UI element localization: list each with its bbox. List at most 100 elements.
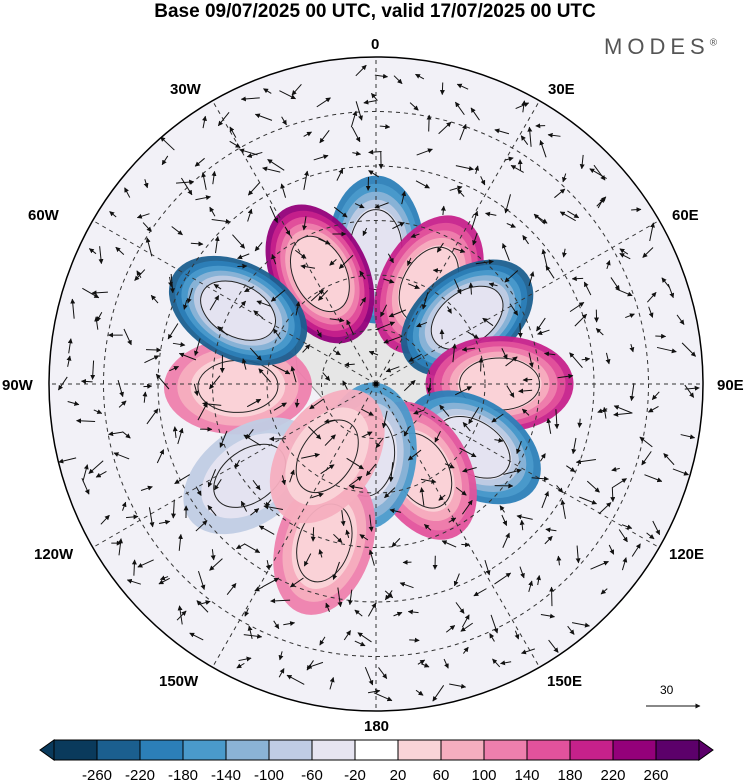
meridian-line [92, 220, 377, 385]
wind-vector [517, 323, 523, 338]
wind-vector [407, 283, 420, 289]
wind-vector [415, 689, 424, 696]
wind-vector [241, 358, 247, 370]
wind-vector [219, 430, 228, 448]
wind-vector [420, 478, 437, 484]
wind-vector [247, 208, 253, 222]
wind-vector [359, 534, 369, 541]
wind-vector [467, 331, 480, 339]
wind-vector [619, 248, 629, 255]
wind-vector [364, 667, 374, 686]
wind-vector [310, 527, 316, 542]
wind-vector [262, 577, 280, 588]
colorbar-swatch [440, 739, 485, 761]
wind-vector [146, 408, 159, 425]
wind-vector [254, 586, 263, 592]
wind-vector [454, 386, 473, 396]
wind-vector [449, 185, 463, 191]
wind-vector [351, 126, 361, 143]
wind-vector [109, 211, 117, 218]
wind-vector [295, 301, 301, 316]
wind-vector [250, 508, 260, 516]
wind-vector [453, 573, 460, 587]
wind-vector [143, 179, 149, 189]
colorbar-tick-label: -180 [168, 767, 198, 783]
wind-vector [93, 409, 103, 414]
wind-vector [522, 234, 529, 245]
wind-vector [169, 365, 179, 372]
wind-vector [641, 451, 652, 466]
wind-vector [407, 609, 419, 615]
wind-vector [491, 413, 504, 423]
wind-vector [210, 549, 216, 561]
wind-vector [234, 459, 240, 469]
wind-vector [368, 149, 382, 155]
wind-vector [387, 253, 394, 264]
wind-vector [438, 121, 452, 135]
wind-vector [209, 295, 220, 311]
brand-text: MODES [604, 34, 710, 59]
wind-vector [618, 529, 628, 543]
brand-mark: ® [709, 37, 718, 49]
wind-vector [303, 170, 309, 190]
wind-vector [348, 476, 363, 487]
wind-vector [672, 468, 689, 476]
wind-vector [501, 514, 508, 526]
wind-vector [323, 418, 336, 424]
wind-vector [393, 75, 403, 84]
wind-vector [461, 346, 476, 352]
meridian-line [212, 100, 377, 385]
wind-vector [246, 398, 262, 408]
wind-vector [88, 460, 104, 474]
wind-vector [95, 471, 107, 478]
wind-vector [561, 248, 567, 258]
wind-vector [177, 427, 184, 445]
wind-vector [247, 182, 260, 196]
wind-vector [605, 260, 611, 270]
wind-vector [648, 306, 654, 318]
wind-vector [619, 252, 631, 260]
wind-vector [209, 375, 221, 390]
wind-vector [311, 492, 324, 499]
wind-vector [232, 234, 246, 249]
wind-vector [391, 538, 401, 548]
wind-vector [494, 572, 512, 585]
wind-vector [362, 227, 368, 237]
wind-vector [579, 496, 598, 505]
wind-vector [569, 352, 583, 368]
wind-vector [302, 216, 307, 231]
wind-vector [368, 514, 374, 532]
wind-vector [647, 405, 659, 413]
wind-vector [316, 329, 322, 338]
colorbar-tick-label: -140 [211, 767, 241, 783]
meridian-line [212, 383, 377, 668]
wind-vector [571, 622, 590, 628]
wind-vector [473, 588, 487, 597]
wind-vector [484, 559, 491, 576]
wind-vector [577, 418, 583, 428]
wind-vector [631, 207, 642, 213]
wind-vector [126, 514, 139, 520]
wind-vector [416, 148, 433, 156]
wind-vector [461, 614, 470, 628]
wind-vector [171, 499, 177, 519]
wind-vector [545, 527, 557, 533]
wind-vector [574, 313, 587, 327]
wind-vector [197, 600, 211, 606]
wind-vector [209, 558, 223, 571]
wind-vector [150, 294, 159, 304]
wind-vector [371, 93, 378, 101]
wind-vector [100, 514, 110, 525]
colorbar-swatch [483, 739, 528, 761]
wind-vector [605, 352, 611, 365]
wind-vector [547, 132, 561, 138]
wind-vector [562, 173, 567, 183]
lon-label-60w: 60W [28, 207, 59, 224]
wind-vector [67, 338, 73, 354]
wind-vector [373, 692, 393, 702]
wind-vector [499, 505, 505, 513]
wind-vector [122, 431, 131, 439]
reference-vector-label: 30 [660, 683, 674, 697]
wind-vector [579, 154, 585, 170]
wind-vector [193, 383, 199, 396]
